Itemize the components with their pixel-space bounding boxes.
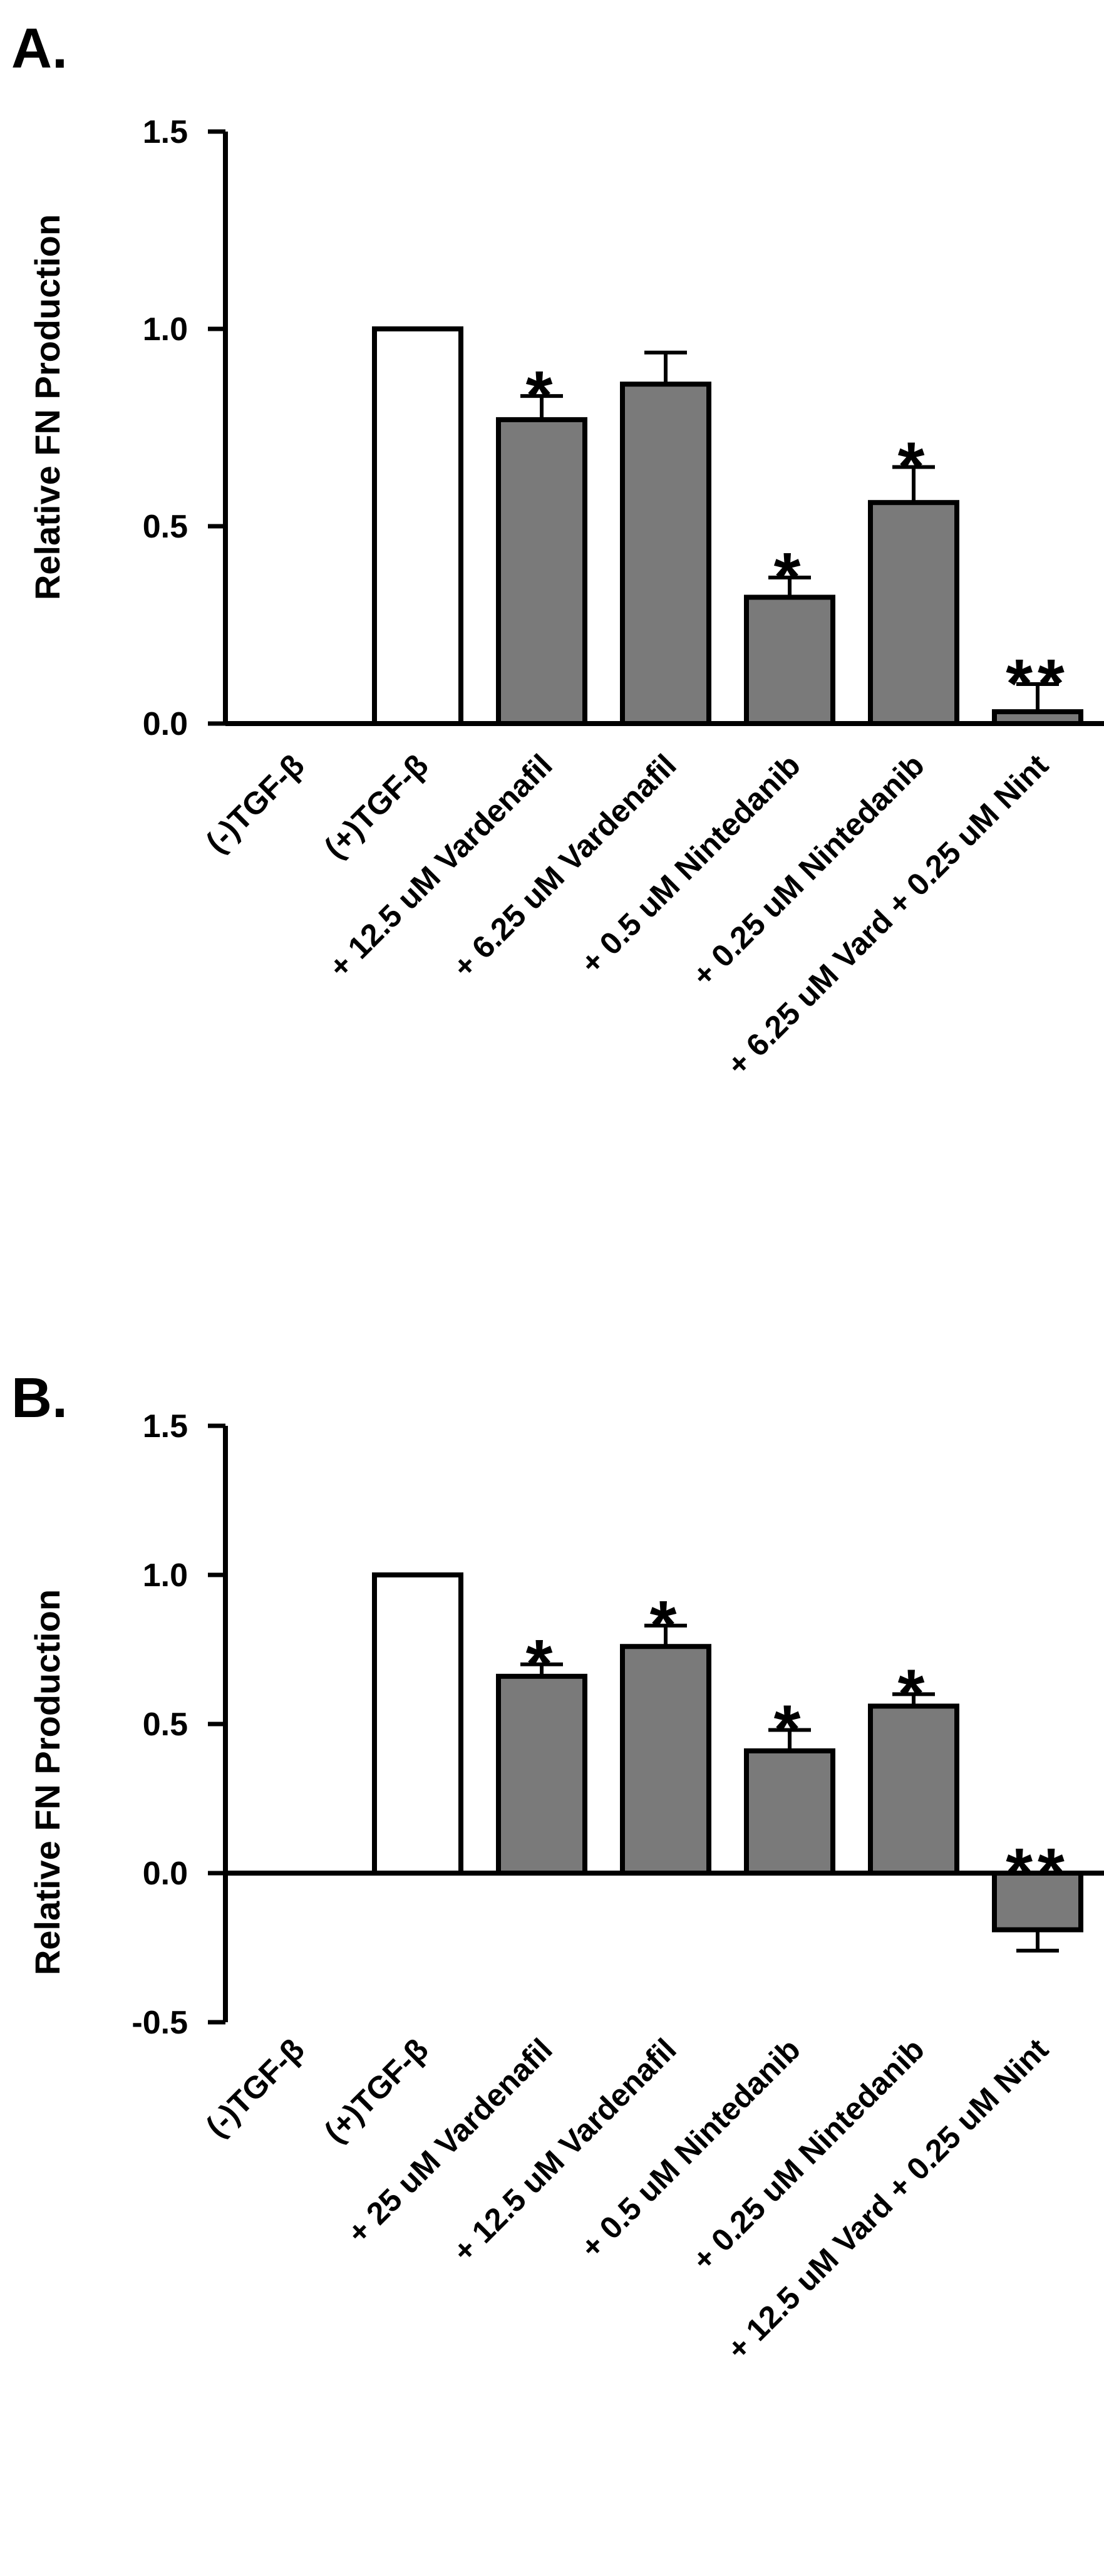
panel-a-chart: A. Relative FN Production 0.0 0.5 1.0 1.5 (-)T… — [11, 18, 1104, 1083]
significance-mark: * — [898, 1655, 930, 1732]
category-label: (-)TGF-β — [199, 747, 311, 860]
y-tick-label: 0.5 — [143, 509, 188, 545]
y-tick-label: 0.0 — [143, 706, 188, 742]
category-label: (+)TGF-β — [317, 747, 435, 865]
y-tick-label: 1.0 — [143, 311, 188, 348]
bar — [372, 326, 463, 726]
category-label: + 0.5 uM Nintedanib — [574, 2032, 807, 2265]
bar — [868, 500, 959, 726]
y-tick-label: 1.5 — [143, 114, 188, 150]
y-axis-label: Relative FN Production — [28, 214, 67, 600]
y-tick-label: 0.5 — [143, 1706, 188, 1743]
category-label: (-)TGF-β — [199, 2032, 311, 2144]
significance-mark: * — [774, 1691, 806, 1768]
bar — [620, 1644, 711, 1876]
y-axis-label: Relative FN Production — [28, 1589, 67, 1975]
significance-mark: ** — [1006, 645, 1070, 722]
category-label: + 6.25 uM Vardenafil — [446, 747, 683, 985]
category-label: (+)TGF-β — [317, 2032, 435, 2149]
category-label: + 0.25 uM Nintedanib — [686, 747, 931, 993]
significance-mark: * — [526, 357, 558, 434]
panel-label: A. — [11, 18, 68, 80]
bar — [620, 382, 711, 726]
y-tick-label: -0.5 — [132, 2005, 188, 2041]
bar — [744, 595, 835, 727]
bar — [744, 1748, 835, 1876]
bar — [372, 1572, 463, 1876]
panel-b-chart: B. Relative FN Production -0.5 0.0 0.5 1.0 1.5… — [11, 1367, 1104, 2367]
bar — [496, 417, 587, 727]
y-tick-label: 1.0 — [143, 1557, 188, 1594]
significance-mark: * — [774, 539, 806, 616]
significance-mark: * — [526, 1626, 558, 1703]
y-tick-label: 1.5 — [143, 1408, 188, 1445]
significance-mark: ** — [1006, 1834, 1070, 1911]
category-label: + 12.5 uM Vardenafil — [322, 747, 559, 985]
bar — [868, 1703, 959, 1876]
category-label: + 25 uM Vardenafil — [341, 2032, 559, 2250]
panel-label: B. — [11, 1367, 68, 1430]
y-tick-label: 0.0 — [143, 1856, 188, 1892]
significance-mark: * — [650, 1587, 682, 1664]
category-label: + 0.25 uM Nintedanib — [686, 2032, 931, 2277]
category-label: + 0.5 uM Nintedanib — [574, 747, 807, 981]
bar — [992, 1871, 1083, 1933]
significance-mark: * — [898, 428, 930, 506]
bar — [992, 709, 1083, 726]
bar — [496, 1673, 587, 1876]
category-label: + 12.5 uM Vardenafil — [446, 2032, 683, 2269]
